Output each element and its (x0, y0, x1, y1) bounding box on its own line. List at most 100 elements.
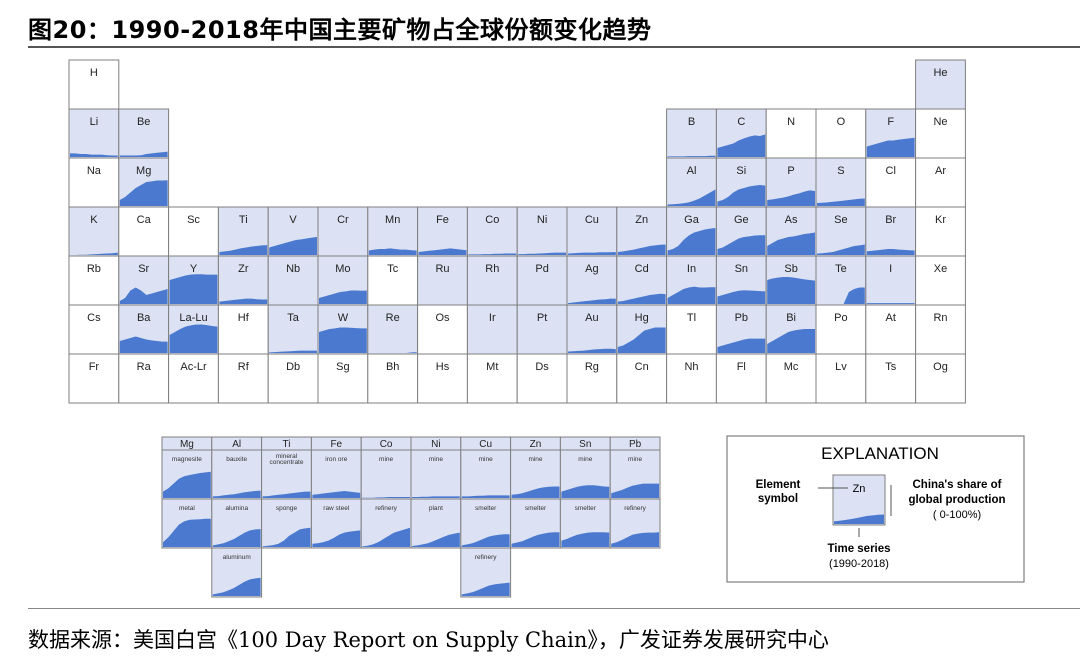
element-symbol: Al (687, 165, 697, 177)
stage-box (360, 449, 412, 500)
element-symbol: Rh (485, 263, 499, 275)
source-note: 数据来源：美国白宫《100 Day Report on Supply Chain… (28, 628, 829, 652)
element-symbol: Be (137, 116, 150, 128)
element-symbol: Cn (635, 361, 649, 373)
stage-cell-mg-0: magnesite (161, 449, 213, 500)
element-symbol: Bi (786, 312, 796, 324)
col-header: Al (232, 439, 241, 450)
stage-area (212, 577, 261, 596)
stage-cell-al-1: alumina (211, 498, 263, 549)
element-cell-ar: Ar (915, 157, 966, 208)
cell-box (367, 304, 419, 355)
element-symbol: Cd (635, 263, 649, 275)
element-cell-he: He (915, 59, 966, 110)
stage-area (461, 582, 510, 596)
element-cell-mn: Mn (367, 206, 419, 257)
cell-box (68, 353, 120, 404)
cell-box (516, 353, 568, 404)
stage-cell-ti-1: sponge (261, 498, 312, 549)
element-cell-ta: Ta (267, 304, 319, 355)
material-col-ni: Ni mine plant (410, 436, 462, 549)
cell-box (616, 353, 668, 404)
element-symbol: At (885, 312, 895, 324)
cell-box (666, 304, 717, 355)
stage-label: raw steel (323, 505, 350, 512)
area-ba (119, 336, 168, 353)
legend-sample-symbol: Zn (853, 483, 866, 495)
stage-label: mine (479, 456, 493, 463)
element-symbol: Mg (136, 165, 151, 177)
material-col-cu: Cu mine smelter refinery (460, 436, 512, 598)
cell-box (765, 108, 817, 159)
element-symbol: Sb (784, 263, 797, 275)
stage-box (460, 449, 512, 500)
area-al (667, 189, 716, 206)
cell-box (915, 157, 966, 208)
cell-box (915, 108, 966, 159)
element-cell-ne: Ne (915, 108, 966, 159)
area-as (767, 232, 815, 255)
stage-cell-co-1: refinery (360, 498, 412, 549)
area-fe (418, 248, 467, 255)
element-cell-ir: Ir (466, 304, 518, 355)
stage-label: metal (179, 505, 195, 512)
element-cell-sc: Sc (168, 206, 219, 257)
stage-cell-al-0: bauxite (211, 449, 263, 500)
area-re (368, 352, 417, 353)
element-cell-v: V (267, 206, 319, 257)
stage-label: mine (429, 456, 443, 463)
cell-box (367, 206, 419, 257)
cell-box (516, 255, 568, 306)
element-cell-os: Os (417, 304, 468, 355)
element-symbol: Fe (436, 214, 449, 226)
stage-area (312, 530, 361, 547)
area-cd (617, 293, 666, 304)
element-cell-as: As (765, 206, 817, 257)
cell-box (168, 353, 219, 404)
area-bi (767, 329, 815, 353)
cell-box (915, 353, 966, 404)
element-cell-f: F (865, 108, 917, 159)
element-cell-na: Na (68, 157, 120, 208)
element-cell-ds: Ds (516, 353, 568, 404)
cell-box (367, 353, 419, 404)
stage-label: iron ore (325, 456, 347, 463)
element-symbol: Ru (435, 263, 449, 275)
element-cell-w: W (317, 304, 369, 355)
area-cu (568, 252, 616, 255)
element-symbol: Y (190, 263, 198, 275)
stage-cell-zn-0: mine (510, 449, 561, 500)
stage-area (511, 532, 560, 547)
cell-box (118, 353, 170, 404)
cell-box (915, 59, 966, 110)
element-symbol: Fr (89, 361, 100, 373)
element-symbol: Cr (337, 214, 349, 226)
figure-title: 图20：1990-2018年中国主要矿物占全球份额变化趋势 (28, 16, 652, 44)
stage-cell-fe-0: iron ore (310, 449, 362, 500)
cell-box (865, 304, 917, 355)
element-cell-rf: Rf (217, 353, 269, 404)
element-symbol: Ni (537, 214, 547, 226)
col-header: Co (380, 439, 393, 450)
area-si (717, 185, 766, 206)
element-symbol: Ds (535, 361, 549, 373)
element-cell-rb: Rb (68, 255, 120, 306)
element-symbol: Nh (684, 361, 698, 373)
element-symbol: Hg (635, 312, 649, 324)
stage-cell-al-2: aluminum (211, 547, 263, 598)
element-cell-y: Y (168, 255, 219, 306)
element-cell-at: At (865, 304, 917, 355)
cell-box (815, 108, 867, 159)
stage-cell-pb-0: mine (609, 449, 661, 500)
element-symbol: Nb (286, 263, 300, 275)
stage-label: mine (578, 456, 592, 463)
element-cell-ti: Ti (217, 206, 269, 257)
element-symbol: Kr (935, 214, 946, 226)
element-cell-li: Li (68, 108, 120, 159)
element-symbol: Po (834, 312, 847, 324)
element-symbol: Pd (535, 263, 548, 275)
element-symbol: O (837, 116, 846, 128)
area-sb (767, 277, 815, 304)
